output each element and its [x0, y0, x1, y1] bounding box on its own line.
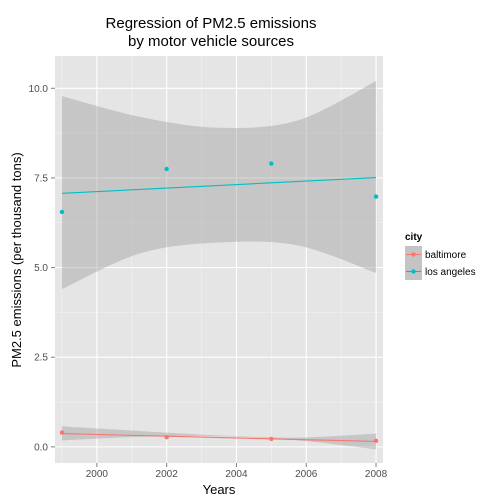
- plot-panel: [55, 56, 383, 463]
- x-tick-label-1: 2002: [156, 469, 179, 480]
- chart-title-line-2: by motor vehicle sources: [128, 33, 294, 50]
- regression-lines: [61, 177, 377, 443]
- regression-line-1: [61, 177, 377, 194]
- data-point-1-3: [373, 194, 379, 199]
- data-point-1-2: [269, 161, 274, 166]
- data-point-0-2: [269, 436, 274, 442]
- y-axis-title: PM2.5 emissions (per thousand tons): [9, 152, 24, 367]
- chart-title: Regression of PM2.5 emissions by motor v…: [106, 15, 317, 50]
- y-tick-label-4: 10.0: [29, 84, 49, 95]
- data-points: [59, 161, 379, 443]
- legend: city baltimore los angeles: [405, 232, 476, 280]
- data-point-0-0: [59, 430, 65, 435]
- x-tick-label-4: 2008: [365, 469, 388, 480]
- x-axis-title: Years: [203, 482, 236, 497]
- regression-line-0: [61, 433, 377, 443]
- x-axis-ticks: 2000 2002 2004 2006 2008: [86, 463, 388, 480]
- data-point-1-0: [59, 209, 65, 215]
- legend-label-0: baltimore: [425, 250, 467, 261]
- data-point-0-3: [373, 438, 379, 443]
- y-tick-label-3: 7.5: [34, 173, 48, 184]
- grid-lines: [55, 56, 383, 463]
- x-tick-label-0: 2000: [86, 469, 109, 480]
- y-tick-label-0: 0.0: [34, 442, 48, 453]
- data-point-0-1: [164, 434, 169, 440]
- data-point-1-1: [164, 166, 169, 172]
- y-tick-label-2: 5.0: [34, 263, 48, 274]
- chart-title-line-1: Regression of PM2.5 emissions: [106, 15, 317, 32]
- x-tick-label-2: 2004: [225, 469, 248, 480]
- legend-key-point-0: [411, 252, 416, 257]
- legend-title: city: [405, 232, 423, 243]
- y-axis-ticks: 0.0 2.5 5.0 7.5 10.0: [29, 84, 55, 453]
- legend-label-1: los angeles: [425, 267, 476, 278]
- legend-key-point-1: [411, 269, 416, 274]
- y-tick-label-1: 2.5: [34, 353, 48, 364]
- x-tick-label-3: 2006: [295, 469, 318, 480]
- confidence-band-0: [61, 426, 377, 450]
